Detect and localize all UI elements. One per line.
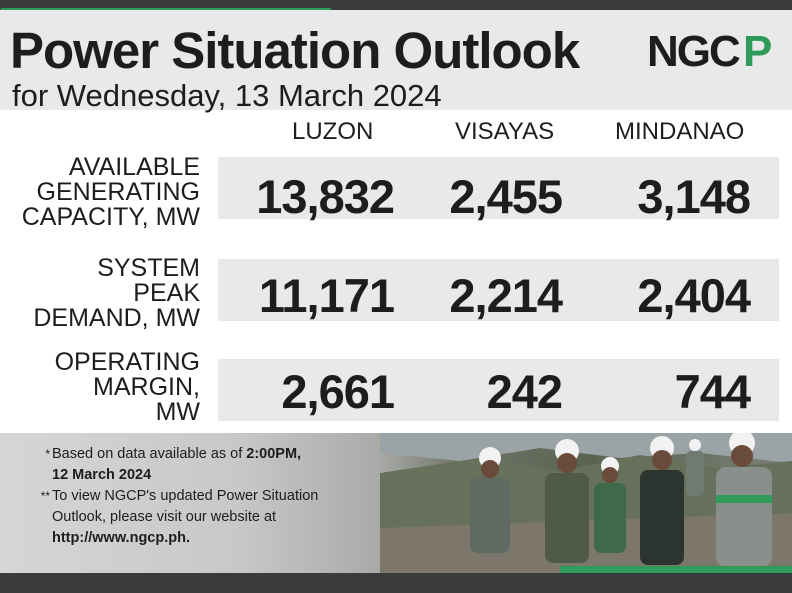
value-mindanao-available-capacity: 3,148 (637, 170, 751, 223)
row-band-available-capacity (218, 157, 779, 219)
svg-text:P: P (743, 28, 772, 72)
worker-figure-5 (686, 439, 704, 496)
column-header-luzon: LUZON (292, 118, 374, 145)
footnote-time: 2:00PM, (246, 446, 302, 462)
footnote-text-line2: Outlook, please visit our website at (52, 509, 277, 525)
top-bar (0, 0, 792, 10)
footnote-mark: ** (40, 489, 50, 503)
row-band-operating-margin (218, 359, 779, 421)
row-label-line: DEMAND, MW (33, 304, 200, 332)
row-label-line: MARGIN, (93, 373, 200, 401)
footnote-date: 12 March 2024 (52, 467, 152, 483)
row-label-line: AVAILABLE (68, 153, 200, 181)
row-label-line: PEAK (133, 279, 200, 307)
svg-text:NGC: NGC (647, 28, 740, 72)
footnote-text: Based on data available as of (52, 446, 247, 462)
row-label-line: OPERATING (54, 348, 200, 376)
row-label-line: SYSTEM (97, 254, 200, 282)
value-luzon-available-capacity: 13,832 (256, 170, 395, 223)
green-accent-stripe (560, 566, 792, 573)
worker-figure-6 (716, 433, 772, 567)
row-label-peak-demand: SYSTEM PEAK DEMAND, MW (0, 256, 200, 331)
worker-figure-2 (545, 439, 589, 563)
linemen-photo (0, 433, 792, 573)
header: Power Situation Outlook for Wednesday, 1… (0, 10, 792, 113)
row-label-operating-margin: OPERATING MARGIN, MW (0, 350, 200, 425)
row-label-available-capacity: AVAILABLE GENERATING CAPACITY, MW (0, 155, 200, 230)
bottom-bar (0, 573, 792, 593)
column-header-mindanao: MINDANAO (615, 118, 745, 145)
worker-figure-4 (640, 436, 684, 565)
value-visayas-operating-margin: 242 (486, 365, 563, 418)
row-label-line: GENERATING (36, 178, 200, 206)
page-subtitle: for Wednesday, 13 March 2024 (12, 78, 442, 113)
worker-figure-1 (470, 447, 510, 553)
value-mindanao-operating-margin: 744 (674, 365, 751, 418)
footnote-data-timestamp: * Based on data available as of 2:00PM, … (30, 444, 375, 486)
ngcp-logo: NGC P (647, 28, 772, 72)
footnote-text: To view NGCP's updated Power Situation (52, 488, 319, 504)
footnote-website: ** To view NGCP's updated Power Situatio… (30, 486, 375, 549)
page-title: Power Situation Outlook (10, 22, 580, 79)
row-label-line: CAPACITY, MW (21, 203, 200, 231)
worker-figure-3 (594, 457, 626, 553)
value-luzon-peak-demand: 11,171 (258, 269, 395, 322)
website-link[interactable]: http://www.ngcp.ph. (52, 530, 190, 546)
linemen-photo-illustration (380, 433, 792, 573)
row-band-peak-demand (218, 259, 779, 321)
footnote-mark: * (45, 447, 50, 461)
value-visayas-peak-demand: 2,214 (449, 269, 563, 322)
value-visayas-available-capacity: 2,455 (449, 170, 563, 223)
row-label-line: MW (155, 398, 200, 426)
value-mindanao-peak-demand: 2,404 (637, 269, 751, 322)
value-luzon-operating-margin: 2,661 (281, 365, 395, 418)
footnotes: * Based on data available as of 2:00PM, … (30, 444, 375, 549)
column-header-visayas: VISAYAS (455, 118, 555, 145)
